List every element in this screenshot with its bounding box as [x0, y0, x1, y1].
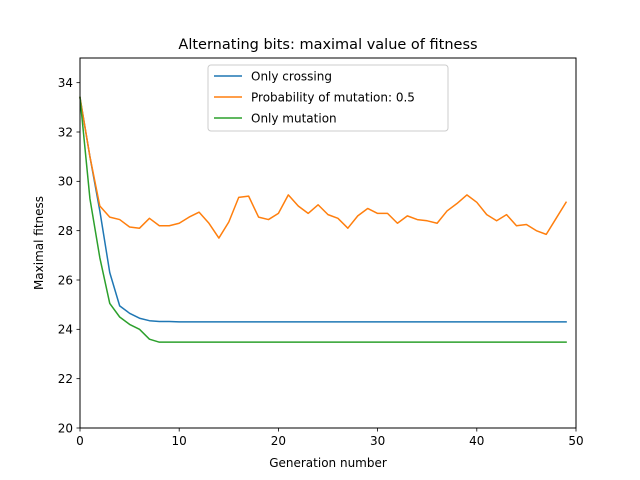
y-tick-label: 32 [58, 125, 73, 139]
plot-frame [79, 57, 577, 429]
legend: Only crossing Probability of mutation: 0.… [207, 64, 449, 132]
y-tick-label: 22 [58, 372, 73, 386]
x-axis-label: Generation number [269, 456, 387, 470]
ticks-layer: 0 10 20 30 40 50 20 22 24 26 28 30 32 34 [58, 76, 584, 448]
x-tick-label: 30 [370, 434, 385, 448]
y-tick-label: 30 [58, 175, 73, 189]
series-layer [79, 96, 568, 343]
series-line-2 [79, 96, 567, 343]
y-tick-label: 20 [58, 421, 73, 435]
x-tick-label: 10 [172, 434, 187, 448]
y-tick-label: 26 [58, 273, 73, 287]
legend-label-1: Probability of mutation: 0.5 [251, 90, 415, 104]
chart-title: Alternating bits: maximal value of fitne… [178, 37, 477, 53]
series-line-1 [79, 96, 568, 239]
series-line-0 [79, 96, 567, 323]
legend-box [207, 64, 449, 132]
x-tick-label: 40 [469, 434, 484, 448]
x-tick-label: 50 [568, 434, 583, 448]
legend-label-2: Only mutation [251, 111, 337, 125]
y-tick-label: 28 [58, 224, 73, 238]
x-tick-label: 0 [76, 434, 84, 448]
legend-label-0: Only crossing [251, 69, 332, 83]
y-tick-label: 34 [58, 76, 73, 90]
x-tick-label: 20 [271, 434, 286, 448]
y-tick-label: 24 [58, 323, 73, 337]
y-axis-label: Maximal fitness [32, 196, 46, 290]
